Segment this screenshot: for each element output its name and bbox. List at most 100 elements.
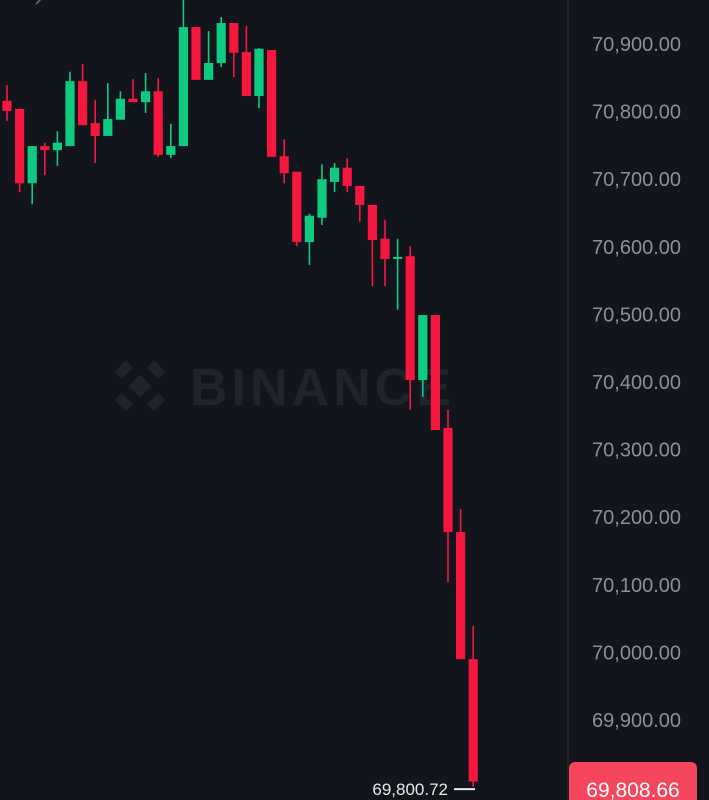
candle-body bbox=[430, 315, 440, 430]
candle-down bbox=[241, 25, 251, 97]
price-tick-label: 70,400.00 bbox=[592, 372, 681, 394]
price-tick-label: 70,500.00 bbox=[592, 304, 681, 326]
candle-body bbox=[304, 215, 314, 243]
price-tick-label: 70,800.00 bbox=[592, 102, 681, 124]
candle-body bbox=[229, 23, 239, 53]
candles bbox=[2, 0, 478, 787]
binance-logo-icon bbox=[114, 360, 166, 412]
price-tick-label: 70,000.00 bbox=[592, 642, 681, 664]
drawing-tool-line[interactable] bbox=[35, 0, 42, 5]
low-marker: 69,800.72 bbox=[372, 780, 475, 799]
candle-body bbox=[330, 167, 340, 182]
candle-down bbox=[468, 626, 478, 787]
candle-body bbox=[90, 123, 100, 136]
candle-body bbox=[2, 100, 12, 111]
candle-body bbox=[317, 179, 327, 218]
candle-up bbox=[330, 162, 340, 193]
watermark-text: BINANCE bbox=[190, 359, 455, 417]
candle-body bbox=[191, 27, 201, 80]
candle-body bbox=[103, 119, 113, 136]
candle-body bbox=[65, 81, 75, 147]
candle-down bbox=[367, 204, 377, 287]
watermark: BINANCE bbox=[114, 359, 455, 417]
candle-body bbox=[166, 146, 176, 155]
candle-down bbox=[267, 50, 277, 157]
candle-down bbox=[355, 185, 365, 222]
candle-body bbox=[267, 50, 277, 157]
candle-up bbox=[166, 123, 176, 159]
candle-body bbox=[153, 91, 163, 155]
candle-down bbox=[443, 409, 453, 583]
candle-down bbox=[380, 219, 390, 287]
candle-down bbox=[292, 171, 302, 247]
candle-body bbox=[115, 98, 125, 120]
candle-up bbox=[216, 16, 226, 67]
candle-down bbox=[456, 509, 466, 660]
price-axis[interactable]: 70,900.00 70,800.00 70,700.00 70,600.00 70,5… bbox=[592, 34, 681, 732]
candle-up bbox=[317, 164, 327, 226]
candle-down bbox=[90, 100, 100, 163]
candle-up bbox=[27, 146, 37, 205]
candle-down bbox=[153, 77, 163, 157]
candle-body bbox=[128, 98, 138, 103]
price-tick-label: 70,700.00 bbox=[592, 169, 681, 191]
candle-down bbox=[430, 315, 440, 430]
candle-up bbox=[65, 71, 75, 147]
candle-up bbox=[141, 73, 151, 113]
candle-body bbox=[27, 146, 37, 184]
candle-down bbox=[342, 158, 352, 193]
candle-up bbox=[204, 31, 214, 80]
price-tick-label: 70,600.00 bbox=[592, 237, 681, 259]
candle-body bbox=[254, 48, 264, 97]
candle-up bbox=[103, 83, 113, 136]
candle-body bbox=[393, 256, 403, 259]
candle-body bbox=[443, 427, 453, 533]
price-tick-label: 70,300.00 bbox=[592, 440, 681, 462]
candle-body bbox=[292, 171, 302, 243]
candle-body bbox=[367, 204, 377, 241]
current-price-tag: 69,808.66 bbox=[569, 762, 697, 800]
candle-body bbox=[141, 91, 151, 103]
current-price-label: 69,808.66 bbox=[586, 779, 679, 800]
candle-up bbox=[115, 91, 125, 120]
candle-body bbox=[468, 659, 478, 782]
candle-body bbox=[241, 52, 251, 97]
candle-up bbox=[393, 238, 403, 310]
candle-up bbox=[304, 213, 314, 266]
candle-body bbox=[204, 62, 214, 80]
candle-up bbox=[418, 315, 428, 397]
candle-down bbox=[279, 139, 289, 184]
price-tick-label: 70,100.00 bbox=[592, 575, 681, 597]
candle-down bbox=[2, 85, 12, 122]
current-price-tag-bg bbox=[569, 762, 697, 800]
candle-body bbox=[418, 315, 428, 380]
price-tick-label: 69,900.00 bbox=[592, 710, 681, 732]
candle-body bbox=[342, 167, 352, 186]
candle-body bbox=[279, 156, 289, 174]
candle-body bbox=[405, 256, 415, 380]
price-tick-label: 70,200.00 bbox=[592, 507, 681, 529]
candle-up bbox=[254, 48, 264, 109]
candle-body bbox=[78, 81, 88, 126]
candle-down bbox=[405, 246, 415, 410]
candle-down bbox=[15, 108, 25, 193]
candle-body bbox=[40, 146, 50, 151]
candle-up bbox=[178, 0, 188, 147]
candle-body bbox=[178, 27, 188, 147]
low-marker-label: 69,800.72 bbox=[372, 780, 448, 799]
candle-body bbox=[216, 23, 226, 63]
candle-down bbox=[128, 79, 138, 103]
candle-down bbox=[40, 142, 50, 176]
candle-body bbox=[456, 532, 466, 660]
candle-up bbox=[52, 131, 62, 166]
candle-down bbox=[191, 27, 201, 80]
candle-body bbox=[15, 108, 25, 184]
candle-body bbox=[380, 238, 390, 259]
candle-body bbox=[52, 142, 62, 151]
candle-down bbox=[229, 23, 239, 78]
candle-down bbox=[78, 64, 88, 126]
candle-body bbox=[355, 185, 365, 205]
price-tick-label: 70,900.00 bbox=[592, 34, 681, 56]
